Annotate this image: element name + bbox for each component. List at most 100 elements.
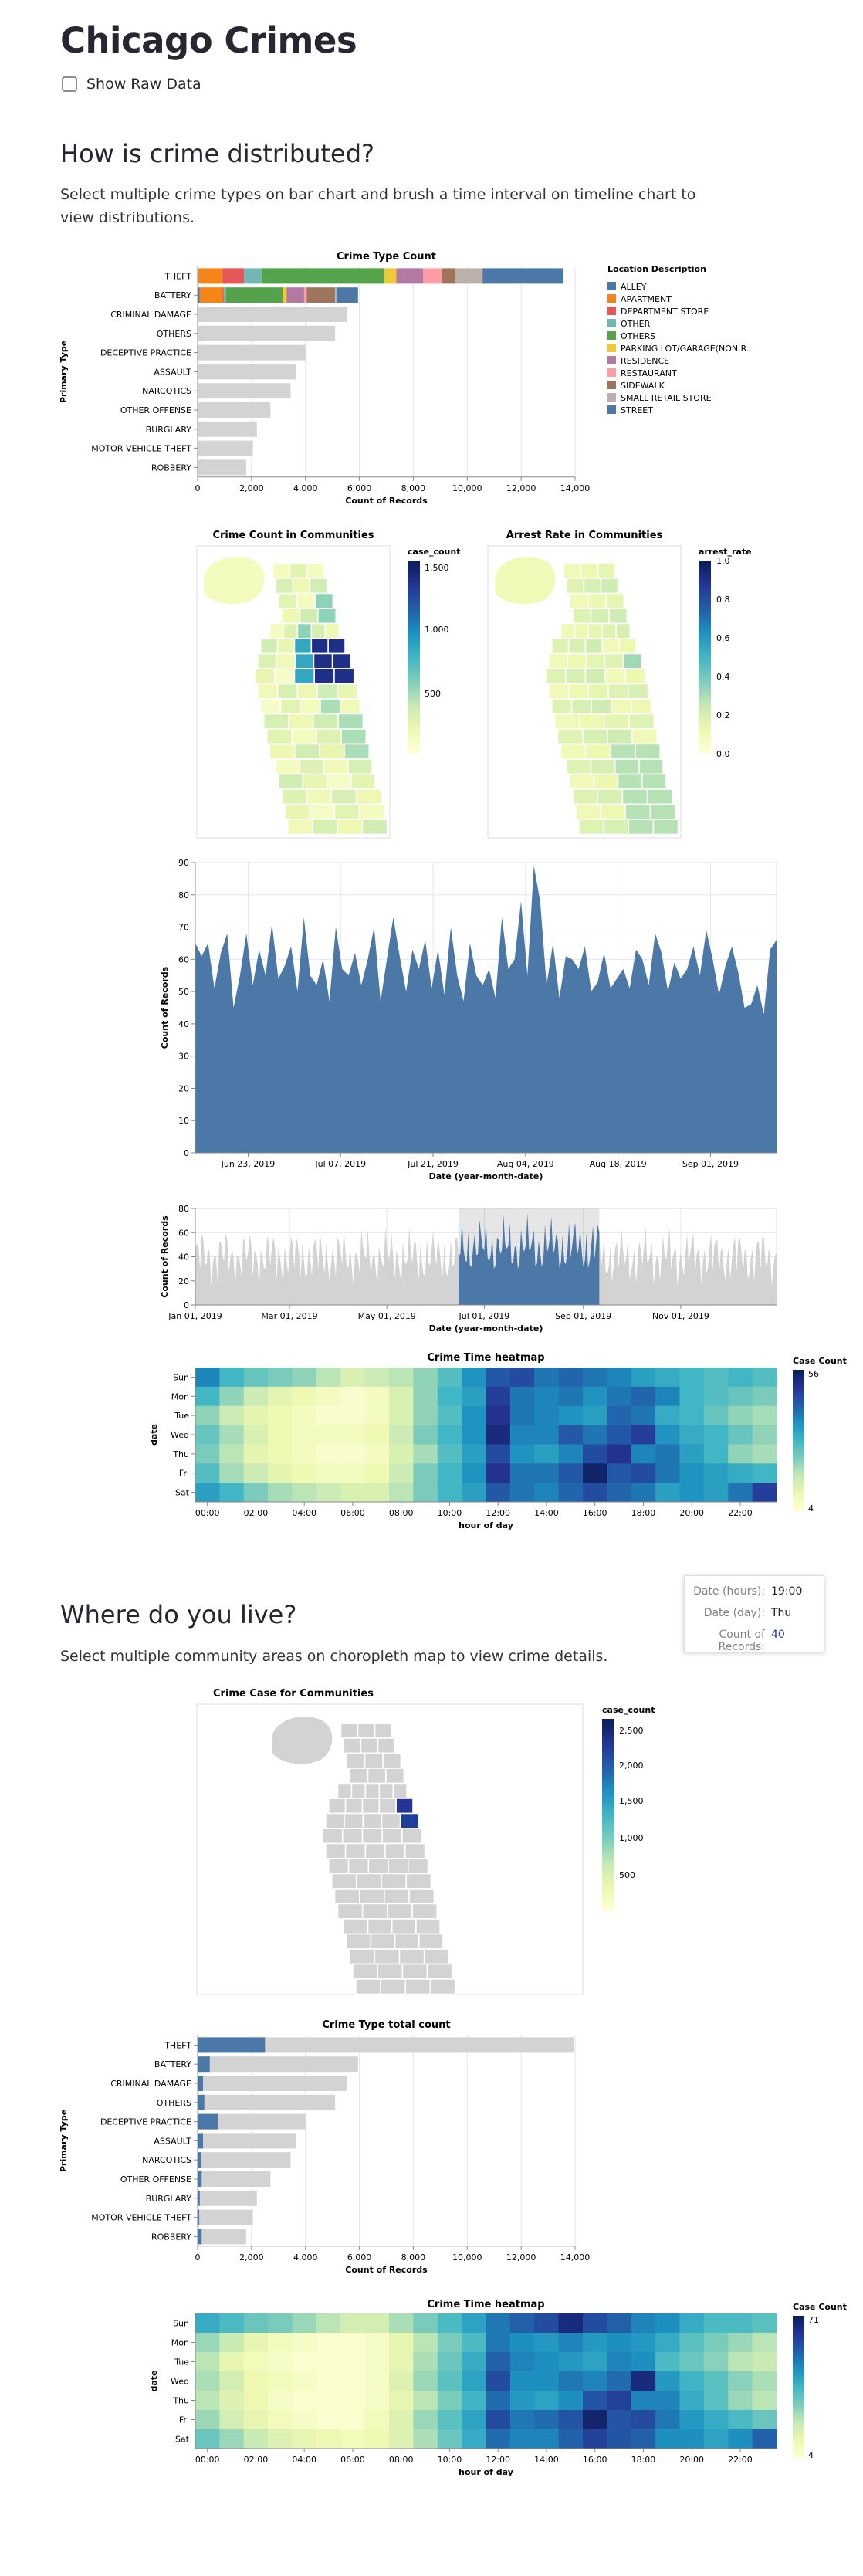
heatmap-cell xyxy=(316,2410,341,2430)
heatmap-cell xyxy=(195,1483,220,1503)
heatmap-cell xyxy=(655,1463,680,1483)
heatmap-cell xyxy=(364,1425,390,1445)
community-area xyxy=(293,743,320,760)
heatmap-cell xyxy=(243,1368,269,1388)
heatmap-cell xyxy=(703,2429,729,2449)
heatmap-cell xyxy=(340,1386,366,1407)
bar xyxy=(198,2171,271,2187)
heatmap-cell xyxy=(462,1483,486,1503)
community-area xyxy=(347,1858,370,1875)
heatmap-cell xyxy=(292,1425,317,1445)
bar xyxy=(198,325,336,341)
heatmap-cell xyxy=(316,1444,341,1464)
heatmap-cell xyxy=(655,2429,680,2449)
community-area xyxy=(358,1888,385,1905)
community-area xyxy=(367,1858,389,1875)
category-label: CRIMINAL DAMAGE xyxy=(110,2079,191,2089)
community-area xyxy=(356,1873,382,1890)
heatmap-cell xyxy=(607,2410,632,2430)
community-area xyxy=(572,608,592,625)
heatmap-cell xyxy=(728,2410,753,2430)
community-area xyxy=(325,1842,347,1859)
show-raw-data-toggle[interactable]: Show Raw Data xyxy=(62,76,201,93)
legend-tick: 4 xyxy=(808,2450,814,2460)
community-area xyxy=(601,638,620,655)
community-area xyxy=(628,713,655,730)
heatmap-cell xyxy=(413,1425,438,1445)
section1-heading: How is crime distributed? xyxy=(60,139,374,168)
community-area xyxy=(310,622,327,639)
x-tick-label: 14,000 xyxy=(560,483,591,493)
community-area xyxy=(572,788,599,805)
heatmap-cell xyxy=(655,2391,680,2411)
heatmap-cell xyxy=(389,1444,414,1464)
heatmap-cell xyxy=(607,1444,632,1464)
category-label: THEFT xyxy=(164,2040,191,2050)
heatmap-cell xyxy=(583,2371,607,2391)
heatmap-cell xyxy=(364,1405,390,1426)
heatmap-cell xyxy=(703,1425,729,1445)
community-area xyxy=(377,1737,396,1754)
heatmap-cell xyxy=(462,2352,486,2372)
heatmap-cell xyxy=(413,1444,438,1464)
community-area xyxy=(584,668,607,685)
community-area xyxy=(347,758,373,775)
community-area xyxy=(323,758,349,775)
community-area xyxy=(290,728,317,745)
heatmap-cell xyxy=(509,2333,535,2353)
bar-segment xyxy=(396,268,424,284)
x-tick-label: 8,000 xyxy=(401,483,426,493)
bar-selected xyxy=(198,2037,266,2053)
show-raw-data-checkbox[interactable] xyxy=(62,76,77,92)
community-area xyxy=(344,743,370,760)
legend-swatch xyxy=(607,356,616,364)
legend-title: case_count xyxy=(602,1705,655,1715)
bar xyxy=(198,307,347,322)
community-area xyxy=(394,1933,420,1950)
community-area xyxy=(299,758,325,775)
community-area xyxy=(337,1782,353,1799)
heatmap-cell xyxy=(534,2313,560,2334)
community-area xyxy=(343,1737,362,1754)
category-label: OTHER OFFENSE xyxy=(120,2174,191,2185)
tooltip-value: 40 xyxy=(771,1629,785,1641)
community-area xyxy=(361,819,388,836)
heatmap-cell xyxy=(219,2371,245,2391)
community-area xyxy=(287,819,313,836)
heatmap-cell xyxy=(292,1463,317,1483)
heatmap-cell xyxy=(413,1463,438,1483)
community-area xyxy=(610,743,636,760)
community-area xyxy=(374,1722,393,1739)
community-area xyxy=(344,1842,367,1859)
bar xyxy=(198,421,257,437)
map-frame xyxy=(487,545,682,839)
bar-segment xyxy=(225,287,283,303)
heatmap-cell xyxy=(364,2371,390,2391)
community-area xyxy=(276,638,296,655)
community-area xyxy=(611,698,632,715)
community-area xyxy=(604,652,624,669)
x-tick-label: 6,000 xyxy=(347,483,372,493)
heatmap-cell xyxy=(655,2333,680,2353)
heatmap-cell xyxy=(462,1368,486,1388)
heatmap-cell xyxy=(655,2371,680,2391)
heatmap-cell xyxy=(728,1368,753,1388)
community-area xyxy=(313,668,335,685)
community-area xyxy=(587,622,604,639)
heatmap-cell xyxy=(195,1405,220,1426)
legend-swatch xyxy=(607,368,616,377)
heatmap-cell xyxy=(655,1405,680,1426)
heatmap-cell xyxy=(703,1483,729,1503)
x-tick-label: 02:00 xyxy=(244,1508,269,1518)
community-area xyxy=(560,622,576,639)
heatmap-cell xyxy=(534,1386,560,1407)
legend-label: STREET xyxy=(621,405,653,415)
community-area xyxy=(401,1828,423,1845)
bar-segment xyxy=(455,268,483,284)
category-label: NARCOTICS xyxy=(142,2155,191,2165)
heatmap-cell xyxy=(728,2429,753,2449)
heatmap-cell xyxy=(558,2371,584,2391)
community-area xyxy=(276,683,299,700)
heatmap-cell xyxy=(728,2352,753,2372)
